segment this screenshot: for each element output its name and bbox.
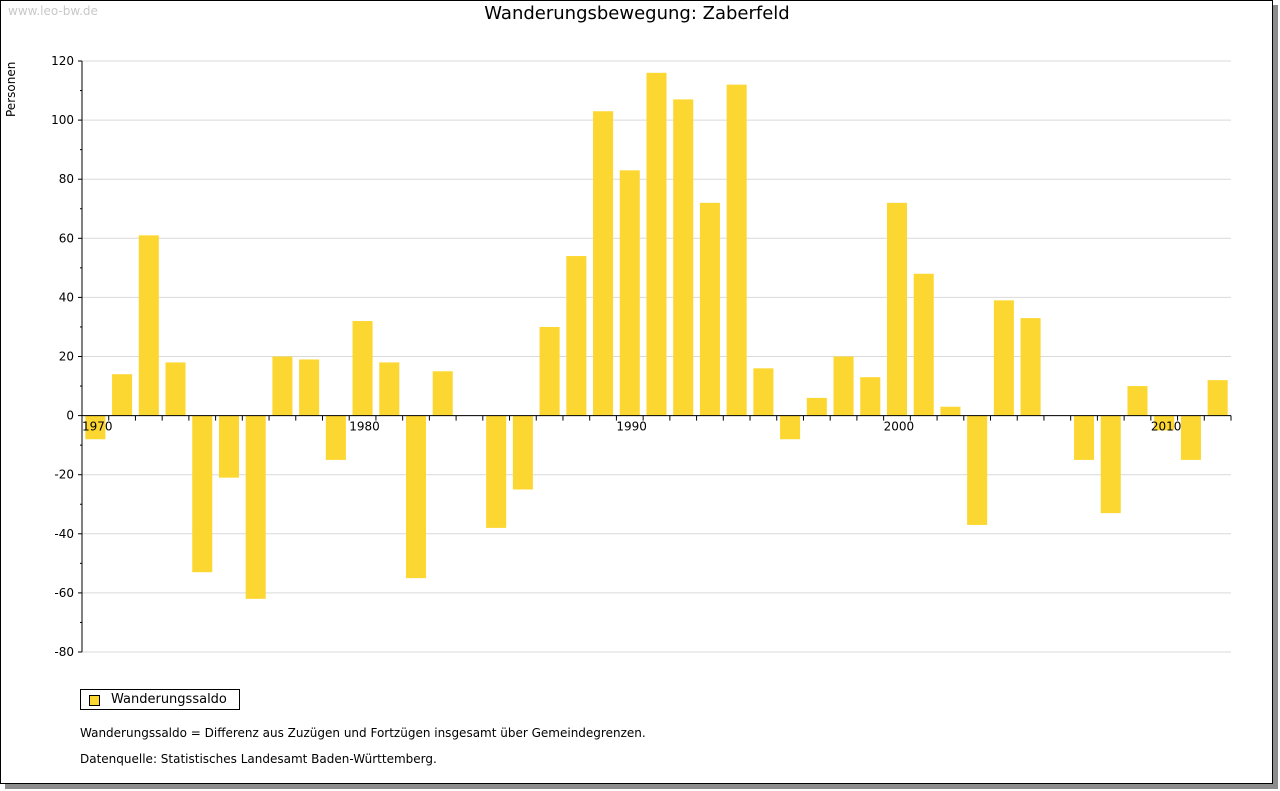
bar — [1100, 415, 1121, 514]
bar — [699, 202, 720, 416]
bar — [1207, 380, 1228, 416]
legend-swatch — [89, 695, 100, 706]
bar — [85, 415, 106, 440]
bar — [432, 371, 453, 416]
bar — [780, 415, 801, 440]
source-note: Datenquelle: Statistisches Landesamt Bad… — [80, 752, 437, 766]
bar — [886, 202, 908, 416]
bar — [112, 374, 133, 416]
y-tick-label: 20 — [59, 350, 74, 364]
legend-label: Wanderungssaldo — [111, 692, 227, 707]
x-tick-label: 1980 — [349, 420, 380, 434]
bar — [1020, 318, 1041, 416]
bar — [967, 415, 988, 525]
bar — [218, 415, 239, 478]
bar — [138, 235, 159, 416]
bar — [486, 415, 507, 528]
legend: Wanderungssaldo — [80, 689, 240, 710]
watermark: www.leo-bw.de — [8, 4, 98, 18]
bar — [165, 362, 186, 416]
bar — [646, 72, 667, 416]
bar — [192, 415, 213, 573]
bar — [1127, 386, 1148, 416]
chart-title: Wanderungsbewegung: Zaberfeld — [484, 3, 790, 24]
bar — [806, 397, 827, 416]
bar — [940, 406, 961, 416]
bar — [352, 321, 373, 416]
bar — [272, 356, 293, 416]
bar — [619, 170, 640, 416]
x-tick-label: 2010 — [1151, 420, 1182, 434]
bar — [593, 111, 614, 416]
y-tick-label: 120 — [51, 54, 74, 68]
y-tick-label: 0 — [66, 409, 74, 423]
bar — [1154, 415, 1175, 431]
x-tick-label: 2000 — [884, 420, 915, 434]
x-tick-label: 1990 — [616, 420, 647, 434]
bar — [539, 326, 560, 416]
bar — [726, 84, 747, 416]
y-tick-label: -80 — [54, 645, 74, 659]
bar — [673, 99, 694, 416]
bar — [1180, 415, 1201, 460]
bar — [993, 300, 1014, 416]
bar — [325, 415, 346, 460]
y-tick-label: 80 — [59, 172, 74, 186]
bar — [1074, 415, 1095, 460]
bar — [299, 359, 320, 416]
y-tick-label: 60 — [59, 231, 74, 245]
bar — [753, 368, 774, 416]
x-tick-label: 1970 — [82, 420, 113, 434]
y-tick-label: 40 — [59, 290, 74, 304]
axes: -80 -60 -40 -20 0 20 40 60 80 100 120 1970 1980 1990 2… — [51, 54, 1232, 659]
bar — [379, 362, 400, 416]
bar — [913, 273, 934, 416]
y-tick-label: -20 — [54, 468, 74, 482]
bar — [405, 415, 427, 579]
bar — [833, 356, 854, 416]
definition-note: Wanderungssaldo = Differenz aus Zuzügen … — [80, 726, 646, 740]
bars — [85, 72, 1228, 599]
bar — [566, 256, 587, 416]
y-tick-label: -40 — [54, 527, 74, 541]
bar — [860, 377, 881, 416]
bar — [512, 415, 533, 490]
y-tick-label: -60 — [54, 586, 74, 600]
y-tick-label: 100 — [51, 113, 74, 127]
bar — [245, 415, 266, 599]
